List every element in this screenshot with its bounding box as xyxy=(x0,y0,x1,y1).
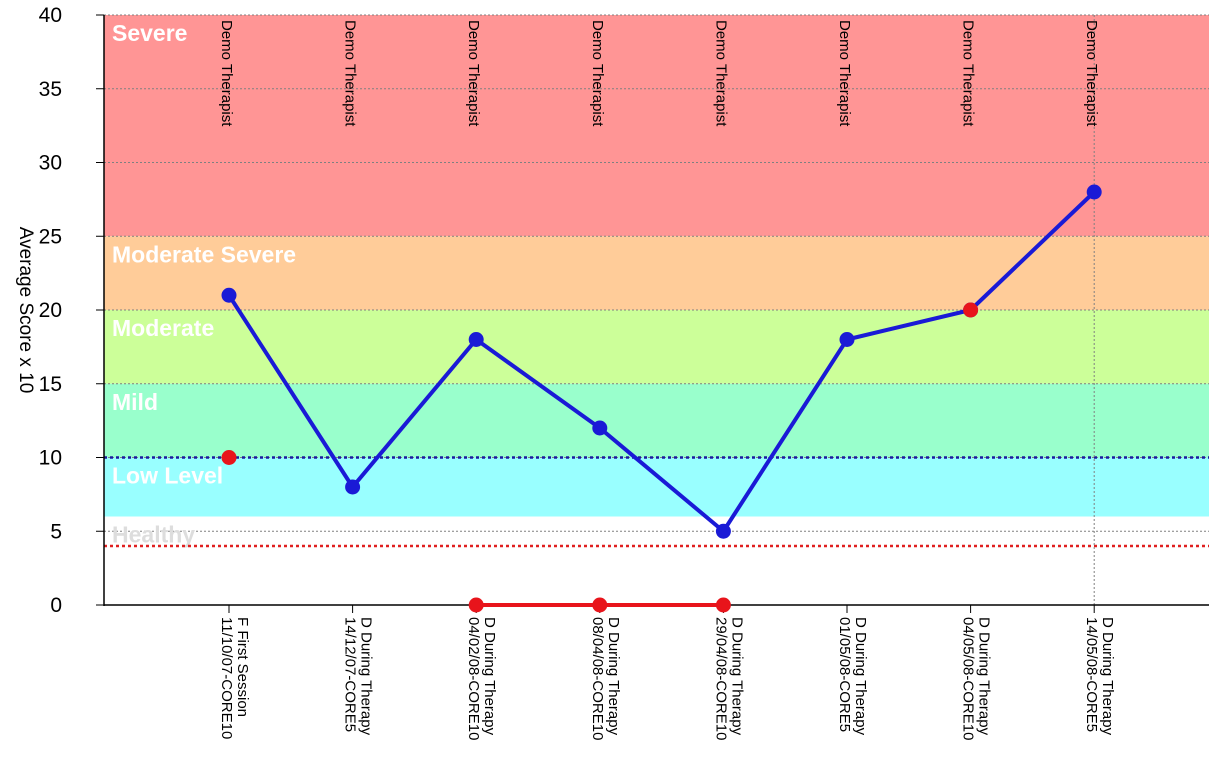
session-label-line1: D During Therapy xyxy=(481,617,498,736)
y-axis-label: Average Score x 10 xyxy=(15,227,36,394)
y-tick-label: 35 xyxy=(39,78,62,101)
band-mild xyxy=(104,383,1209,458)
therapist-label: Demo Therapist xyxy=(960,20,977,127)
series-1-point xyxy=(221,287,237,303)
y-tick-label: 0 xyxy=(50,594,62,617)
therapist-label: Demo Therapist xyxy=(218,20,235,127)
band-moderate-severe xyxy=(104,236,1209,310)
y-tick-label: 40 xyxy=(39,4,62,27)
session-label-line1: D During Therapy xyxy=(852,617,869,736)
session-label-line2: 29/04/08-CORE10 xyxy=(712,617,729,740)
band-low-level xyxy=(104,457,1209,517)
therapist-label: Demo Therapist xyxy=(342,20,359,127)
band-label: Low Level xyxy=(112,463,223,489)
band-severe xyxy=(104,15,1209,237)
session-label-line2: 01/05/08-CORE5 xyxy=(836,617,853,732)
series-1-point xyxy=(592,420,608,436)
session-label-line1: D During Therapy xyxy=(1099,617,1116,736)
session-label-line1: D During Therapy xyxy=(728,617,745,736)
therapist-label: Demo Therapist xyxy=(712,20,729,127)
series-line-1 xyxy=(227,190,1096,534)
series-2-point xyxy=(592,597,608,613)
y-tick-label: 30 xyxy=(39,152,62,175)
session-label-line2: 14/12/07-CORE5 xyxy=(342,617,359,732)
series-2-point xyxy=(468,597,484,613)
y-tick-label: 5 xyxy=(50,520,62,543)
y-tick-label: 15 xyxy=(39,373,62,396)
session-label-line2: 11/10/07-CORE10 xyxy=(218,617,235,739)
session-label-line2: 08/04/08-CORE10 xyxy=(589,617,606,740)
red-marker-point xyxy=(963,302,979,318)
band-label: Mild xyxy=(112,389,158,415)
series-1-point xyxy=(468,332,484,347)
therapist-label: Demo Therapist xyxy=(589,20,606,127)
therapist-label: Demo Therapist xyxy=(1083,20,1100,127)
therapist-label: Demo Therapist xyxy=(836,20,853,127)
session-label-line2: 04/02/08-CORE10 xyxy=(465,617,482,740)
y-tick-label: 25 xyxy=(39,225,62,248)
band-healthy xyxy=(104,516,1209,605)
session-label-line2: 14/05/08-CORE5 xyxy=(1083,617,1100,732)
series-1-point xyxy=(1086,184,1102,200)
band-label: Severe xyxy=(112,20,187,46)
y-tick-label: 20 xyxy=(39,299,62,322)
series-1-point xyxy=(839,332,855,347)
session-label-line2: 04/05/08-CORE10 xyxy=(960,617,977,740)
band-label: Moderate Severe xyxy=(112,241,296,267)
session-label-line1: D During Therapy xyxy=(358,617,375,736)
series-1-point xyxy=(715,523,731,539)
series-1-point xyxy=(345,479,361,495)
session-label-line1: D During Therapy xyxy=(976,617,993,736)
y-tick-label: 10 xyxy=(39,447,62,470)
therapist-label: Demo Therapist xyxy=(465,20,482,127)
red-marker-point xyxy=(221,450,237,465)
band-moderate xyxy=(104,310,1209,384)
session-label-line1: F First Session xyxy=(234,617,251,717)
session-label-line1: D During Therapy xyxy=(605,617,622,736)
band-label: Healthy xyxy=(112,522,195,548)
band-label: Moderate xyxy=(112,315,214,341)
series-2-point xyxy=(715,597,731,613)
